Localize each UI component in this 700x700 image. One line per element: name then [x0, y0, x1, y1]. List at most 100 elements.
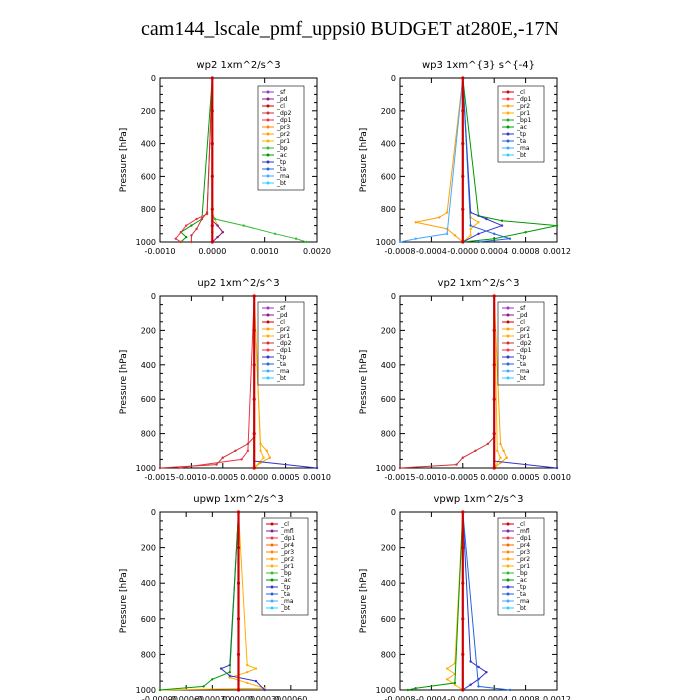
- x-tick-label: 0.0010: [251, 247, 279, 256]
- x-tick-label: 0.0005: [272, 473, 300, 482]
- series-point-pr2: [268, 456, 272, 459]
- legend-label-bt: _bt: [516, 375, 527, 382]
- legend-marker-pr1: [266, 139, 270, 143]
- series-point-pr2: [505, 456, 508, 459]
- legend-label-tp: _tp: [516, 354, 526, 361]
- y-tick-label: 600: [141, 615, 156, 624]
- legend-label-dp1: _dp1: [516, 96, 532, 103]
- legend-label-pr4: _pr4: [280, 542, 294, 549]
- legend-marker-dp2: [266, 341, 270, 345]
- x-tick-label: -0.0005: [447, 473, 478, 482]
- series-point-cl: [236, 546, 241, 550]
- legend-marker-ma: [270, 599, 274, 603]
- legend-marker-bp: [266, 146, 270, 150]
- x-tick-label: 0.0012: [543, 695, 571, 700]
- legend-marker-dp1: [506, 536, 510, 540]
- series-point-ac: [190, 224, 193, 227]
- series-point-tp: [263, 688, 266, 692]
- series-point-ta: [469, 224, 472, 227]
- series-point-dp2: [200, 217, 204, 221]
- legend-label-pr3: _pr3: [280, 549, 294, 556]
- y-tick-label: 0: [391, 292, 396, 301]
- legend-label-ma: _ma: [280, 598, 294, 605]
- series-point-cl: [236, 617, 241, 621]
- legend-marker-pr2: [506, 327, 510, 331]
- legend-label-pr2: _pr2: [276, 326, 290, 333]
- panel-3: up2 1xm^2/s^3 Pressure [hPa] 0 200 400 600 800…: [119, 278, 331, 482]
- series-point-cl: [461, 546, 465, 550]
- legend-marker-ta: [266, 167, 270, 171]
- series-point-dp2: [195, 227, 198, 231]
- series-point-cl: [492, 466, 496, 470]
- legend-label-dp1: _dp1: [516, 535, 532, 542]
- legend-marker-bt: [506, 376, 510, 380]
- legend-label-pr1: _pr1: [516, 110, 530, 117]
- y-tick-label: 1000: [136, 686, 156, 695]
- legend-label-ta: _ta: [516, 138, 526, 145]
- legend-label-ma: _ma: [516, 368, 530, 375]
- series-point-dp1: [240, 458, 243, 461]
- legend-marker-bp1: [506, 118, 510, 122]
- legend-marker-ta: [270, 592, 274, 596]
- y-tick-label: 600: [141, 172, 156, 181]
- legend-marker-cl: [266, 320, 270, 324]
- legend-label-pr4: _pr4: [516, 542, 530, 549]
- series-point-bp: [294, 237, 298, 240]
- legend-label-dp1: _dp1: [276, 117, 292, 124]
- series-point-dp2: [190, 240, 193, 244]
- y-tick-label: 400: [141, 579, 156, 588]
- x-tick-label: -0.0010: [145, 247, 176, 256]
- legend-marker-cl: [506, 320, 510, 324]
- series-point-bp: [305, 240, 308, 244]
- legend-marker-dp2: [266, 111, 270, 115]
- legend-marker-pr1: [506, 111, 510, 115]
- legend-label-dp1: _dp1: [276, 347, 292, 354]
- legend-marker-pd: [266, 313, 270, 317]
- legend-label-bp: _bp: [276, 145, 288, 152]
- y-tick-label: 0: [391, 74, 396, 83]
- series-point-dp2: [455, 463, 458, 466]
- legend-marker-sf: [266, 306, 270, 310]
- legend-label-pd: _pd: [276, 312, 288, 319]
- y-axis-label: Pressure [hPa]: [359, 569, 369, 634]
- legend-label-ac: _ac: [516, 124, 527, 131]
- y-tick-label: 200: [141, 544, 156, 553]
- series-line-tp: [220, 511, 266, 691]
- series-point-cl: [461, 174, 465, 178]
- series-point-ac: [228, 671, 231, 674]
- series-point-cl: [461, 142, 465, 146]
- panel-title: vpwp 1xm^2/s^3: [433, 494, 523, 505]
- series-line-ac: [407, 511, 464, 691]
- series-point-ac: [414, 687, 417, 690]
- y-tick-label: 600: [381, 615, 396, 624]
- legend-marker-ma: [506, 369, 510, 373]
- x-tick-label: 0.0020: [303, 247, 331, 256]
- legend-label-cl: _cl: [280, 521, 289, 528]
- legend-marker-ac: [266, 153, 270, 157]
- legend-marker-cl: [506, 522, 510, 526]
- legend-marker-pr2: [266, 132, 270, 136]
- legend-marker-ma: [506, 146, 510, 150]
- series-point-ac: [185, 235, 188, 239]
- series-point-cl: [461, 581, 465, 585]
- x-tick-label: 0.0012: [543, 247, 571, 256]
- legend-marker-bp: [270, 571, 274, 575]
- legend-marker-tp: [266, 160, 270, 164]
- legend-label-bt: _bt: [276, 375, 287, 382]
- legend-marker-dp1: [506, 97, 510, 101]
- series-point-ac: [211, 678, 214, 681]
- series-point-pr2: [502, 449, 505, 452]
- legend-label-ac: _ac: [516, 577, 527, 584]
- legend-label-dp2: _dp2: [276, 340, 292, 347]
- series-point-tp: [485, 671, 488, 674]
- series-line-ma: [399, 77, 464, 243]
- legend-marker-dp2: [506, 341, 510, 345]
- legend-marker-pr1: [506, 564, 510, 568]
- legend-label-bp1: _bp1: [516, 117, 532, 124]
- x-tick-label: 0.0000: [198, 247, 226, 256]
- legend-box: [257, 85, 305, 191]
- series-point-dp1: [179, 231, 183, 234]
- y-tick-label: 200: [141, 107, 156, 116]
- y-tick-label: 400: [141, 140, 156, 149]
- legend-label-mfl: _mfl: [516, 528, 530, 535]
